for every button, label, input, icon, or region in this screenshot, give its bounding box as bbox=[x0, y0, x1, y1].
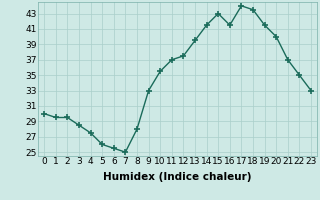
X-axis label: Humidex (Indice chaleur): Humidex (Indice chaleur) bbox=[103, 172, 252, 182]
